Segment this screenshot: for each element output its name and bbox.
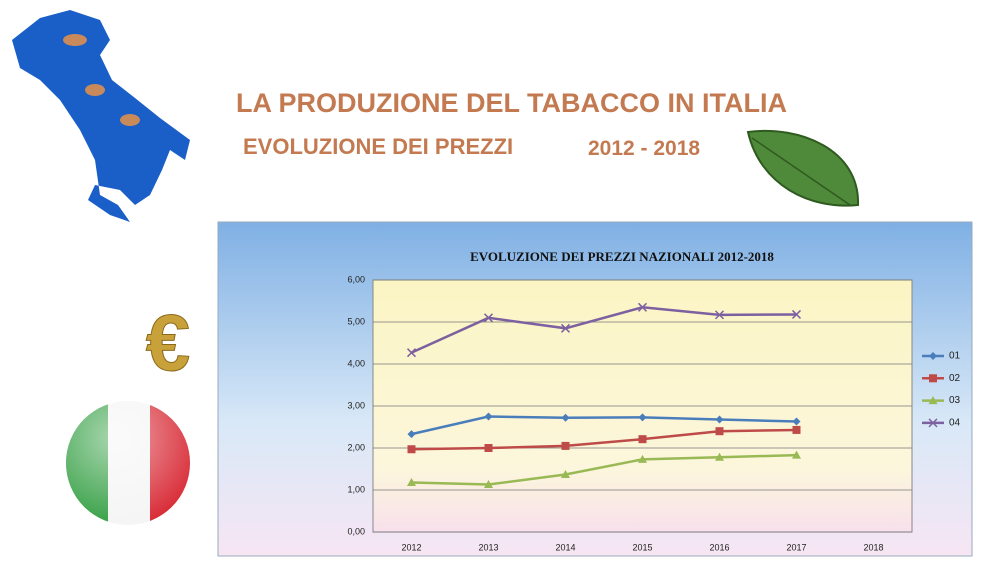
marker <box>715 452 724 461</box>
marker <box>484 480 493 489</box>
marker <box>561 441 570 450</box>
marker <box>407 477 416 486</box>
series-line <box>411 453 797 486</box>
y-tick-label: 5,00 <box>347 316 365 326</box>
marker <box>407 430 416 439</box>
marker <box>637 302 648 312</box>
map-area <box>85 84 105 96</box>
marker <box>561 469 570 478</box>
x-tick-label: 2017 <box>786 542 806 552</box>
x-tick-label: 2016 <box>709 542 729 552</box>
y-tick-label: 4,00 <box>347 358 365 368</box>
legend-label: 01 <box>949 351 961 362</box>
page-title: LA PRODUZIONE DEL TABACCO IN ITALIA <box>236 88 787 118</box>
legend-label: 04 <box>949 418 961 429</box>
marker <box>792 417 801 426</box>
marker <box>561 413 570 422</box>
legend-marker <box>929 352 937 360</box>
marker <box>483 313 494 323</box>
y-tick-label: 2,00 <box>347 442 365 452</box>
x-tick-label: 2012 <box>401 542 421 552</box>
leaf <box>746 129 860 207</box>
marker <box>407 445 416 454</box>
legend-label: 02 <box>949 373 961 384</box>
marker <box>792 425 801 434</box>
marker <box>714 310 725 320</box>
page-subtitle: EVOLUZIONE DEI PREZZI <box>243 134 513 159</box>
legend-marker <box>929 374 937 383</box>
marker <box>791 309 802 319</box>
marker <box>406 348 417 358</box>
series-line <box>410 306 797 354</box>
leaf-vein <box>751 137 851 206</box>
marker <box>484 412 493 421</box>
marker <box>560 323 571 333</box>
marker <box>792 450 801 459</box>
euro-icon: € <box>146 298 191 387</box>
marker <box>715 415 724 424</box>
series-line <box>411 415 797 436</box>
y-tick-label: 1,00 <box>347 484 365 494</box>
y-tick-label: 6,00 <box>347 274 365 284</box>
legend-label: 03 <box>949 395 961 406</box>
marker <box>484 444 493 452</box>
y-tick-label: 0,00 <box>347 526 365 536</box>
chart-title: EVOLUZIONE DEI PREZZI NAZIONALI 2012-201… <box>470 249 774 264</box>
legend-marker <box>928 396 938 405</box>
x-tick-label: 2014 <box>555 542 575 552</box>
marker <box>638 413 647 422</box>
page-subtitle-years: 2012 - 2018 <box>588 137 700 160</box>
x-tick-label: 2018 <box>863 542 883 552</box>
marker <box>715 427 724 436</box>
map-area <box>120 114 140 126</box>
italy-flag <box>66 401 190 525</box>
marker <box>638 435 647 444</box>
x-tick-label: 2013 <box>478 542 498 552</box>
series-line <box>411 428 797 451</box>
italy-map <box>12 10 190 222</box>
x-tick-label: 2015 <box>632 542 652 552</box>
y-tick-label: 3,00 <box>347 400 365 410</box>
map-area <box>63 34 87 46</box>
legend-marker <box>928 418 938 428</box>
marker <box>638 454 647 463</box>
